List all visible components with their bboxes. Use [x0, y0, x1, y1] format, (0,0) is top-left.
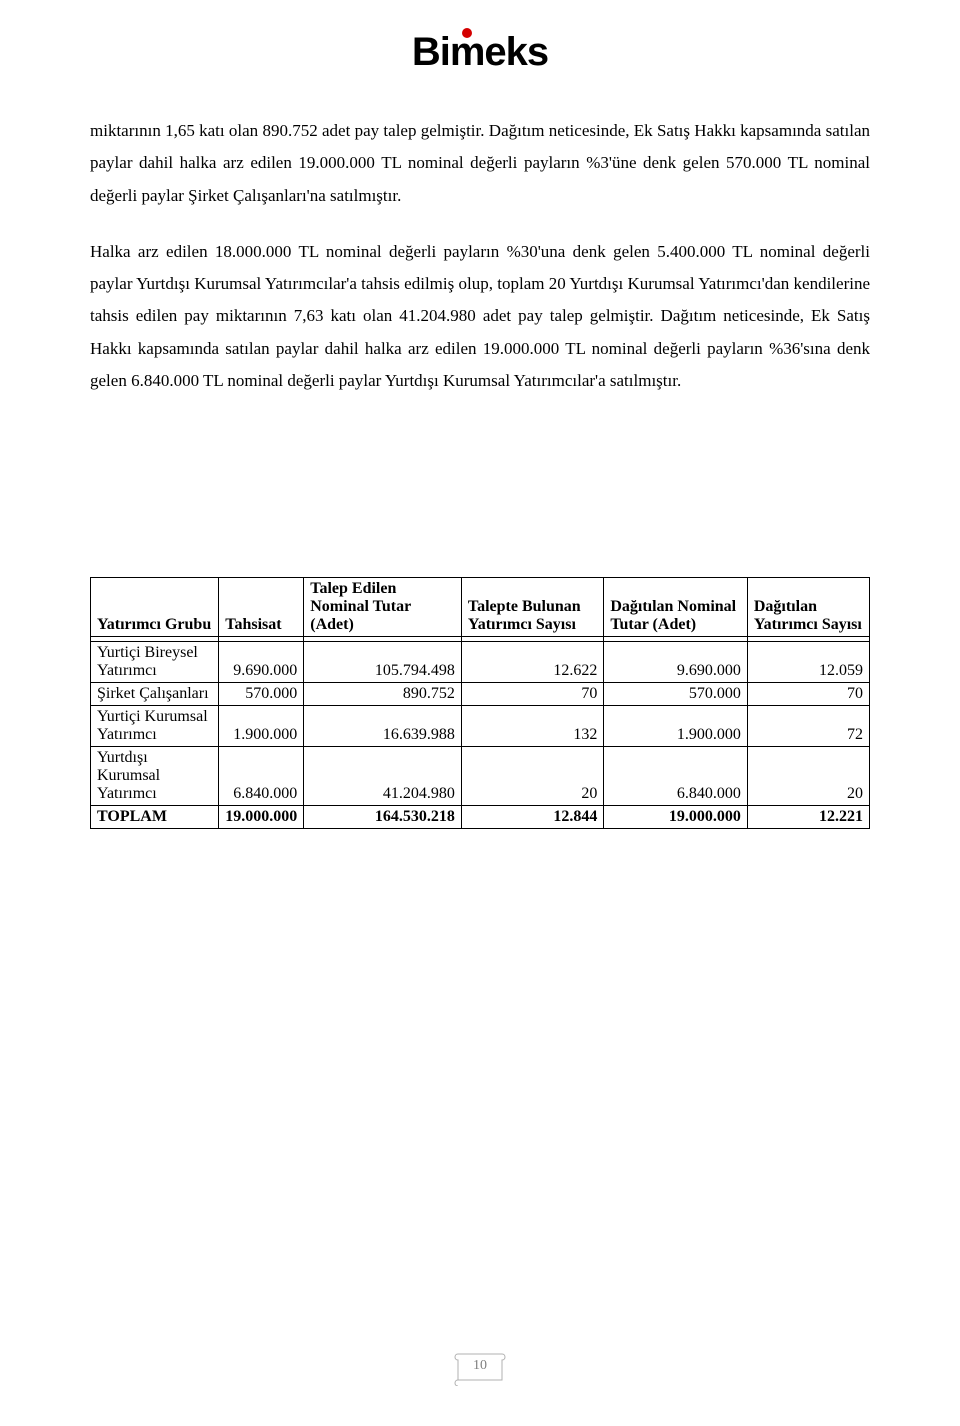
cell-total-talep-sayi: 12.844: [461, 806, 603, 829]
cell-dagitilan-sayi: 20: [747, 747, 869, 806]
col-header-talep-tutar: Talep Edilen Nominal Tutar (Adet): [304, 578, 462, 637]
cell-group: Yurtiçi Kurumsal Yatırımcı: [91, 706, 219, 747]
allocation-table: Yatırımcı Grubu Tahsisat Talep Edilen No…: [90, 577, 870, 829]
table-row: Şirket Çalışanları 570.000 890.752 70 57…: [91, 683, 870, 706]
col-header-dagitilan-sayi: Dağıtılan Yatırımcı Sayısı: [747, 578, 869, 637]
cell-group: Yurtiçi Bireysel Yatırımcı: [91, 642, 219, 683]
cell-group: Şirket Çalışanları: [91, 683, 219, 706]
cell-group: Yurtdışı Kurumsal Yatırımcı: [91, 747, 219, 806]
cell-total-tahsisat: 19.000.000: [219, 806, 304, 829]
cell-talep-sayi: 132: [461, 706, 603, 747]
table-row: Yurtiçi Kurumsal Yatırımcı 1.900.000 16.…: [91, 706, 870, 747]
table-header-row: Yatırımcı Grubu Tahsisat Talep Edilen No…: [91, 578, 870, 637]
cell-dagitilan-tutar: 9.690.000: [604, 642, 748, 683]
table-total-row: TOPLAM 19.000.000 164.530.218 12.844 19.…: [91, 806, 870, 829]
cell-talep-tutar: 41.204.980: [304, 747, 462, 806]
cell-tahsisat: 1.900.000: [219, 706, 304, 747]
logo-container: Bimeks: [90, 30, 870, 75]
cell-talep-sayi: 70: [461, 683, 603, 706]
cell-total-talep-tutar: 164.530.218: [304, 806, 462, 829]
cell-dagitilan-sayi: 72: [747, 706, 869, 747]
cell-dagitilan-tutar: 570.000: [604, 683, 748, 706]
col-header-dagitilan-tutar: Dağıtılan Nominal Tutar (Adet): [604, 578, 748, 637]
cell-talep-tutar: 16.639.988: [304, 706, 462, 747]
col-header-group: Yatırımcı Grubu: [91, 578, 219, 637]
table-row: Yurtiçi Bireysel Yatırımcı 9.690.000 105…: [91, 642, 870, 683]
cell-talep-sayi: 12.622: [461, 642, 603, 683]
paragraph-2: Halka arz edilen 18.000.000 TL nominal d…: [90, 236, 870, 397]
cell-dagitilan-tutar: 6.840.000: [604, 747, 748, 806]
cell-tahsisat: 6.840.000: [219, 747, 304, 806]
document-page: Bimeks miktarının 1,65 katı olan 890.752…: [0, 0, 960, 1426]
cell-total-dagitilan-tutar: 19.000.000: [604, 806, 748, 829]
page-number: 10: [450, 1358, 510, 1374]
logo-text: Bimeks: [412, 30, 548, 74]
cell-total-dagitilan-sayi: 12.221: [747, 806, 869, 829]
cell-tahsisat: 570.000: [219, 683, 304, 706]
cell-dagitilan-sayi: 12.059: [747, 642, 869, 683]
cell-talep-tutar: 105.794.498: [304, 642, 462, 683]
paragraph-1: miktarının 1,65 katı olan 890.752 adet p…: [90, 115, 870, 212]
table-row: Yurtdışı Kurumsal Yatırımcı 6.840.000 41…: [91, 747, 870, 806]
col-header-talep-sayi: Talepte Bulunan Yatırımcı Sayısı: [461, 578, 603, 637]
cell-dagitilan-tutar: 1.900.000: [604, 706, 748, 747]
page-number-wrap: 10: [450, 1350, 510, 1386]
cell-dagitilan-sayi: 70: [747, 683, 869, 706]
logo-dot-icon: [462, 28, 472, 38]
cell-total-label: TOPLAM: [91, 806, 219, 829]
brand-logo: Bimeks: [412, 30, 548, 75]
cell-tahsisat: 9.690.000: [219, 642, 304, 683]
cell-talep-sayi: 20: [461, 747, 603, 806]
col-header-tahsisat: Tahsisat: [219, 578, 304, 637]
cell-talep-tutar: 890.752: [304, 683, 462, 706]
